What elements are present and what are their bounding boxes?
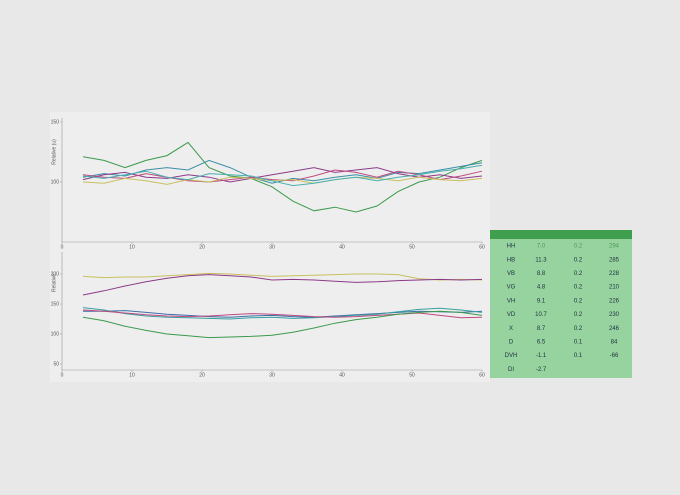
y-tick-label: 50 (53, 361, 59, 367)
x-tick-label: 0 (61, 244, 64, 250)
table-cell: 10.7 (535, 312, 547, 318)
x-tick-label: 30 (269, 372, 275, 378)
table-cell: -2.7 (536, 367, 547, 373)
y-tick-label: 100 (51, 179, 60, 185)
table-cell: 228 (609, 271, 620, 277)
x-tick-label: 50 (409, 372, 415, 378)
table-cell: 0.2 (574, 298, 583, 304)
table-cell: X (509, 326, 513, 332)
table-cell: DVH (505, 353, 518, 359)
series-line (82, 274, 483, 296)
x-tick-label: 60 (479, 244, 485, 250)
series-line (82, 167, 483, 183)
table-cell: 230 (609, 312, 620, 318)
table-cell: 6.5 (537, 339, 546, 345)
series-line (82, 307, 483, 320)
table-cell: 0.2 (574, 326, 583, 332)
table-cell: D (509, 339, 514, 345)
table-cell: DI (508, 367, 514, 373)
table-cell: 8.7 (537, 326, 546, 332)
table-cell: HB (507, 257, 515, 263)
y-axis-label: Relative (51, 274, 57, 292)
table-cell: VD (507, 312, 516, 318)
table-cell: 4.8 (537, 285, 546, 291)
table-cell: 11.3 (535, 257, 547, 263)
table-cell: 7.0 (537, 244, 546, 250)
series-line (82, 176, 483, 185)
x-tick-label: 30 (269, 244, 275, 250)
x-tick-label: 20 (199, 372, 205, 378)
chart-panel (50, 112, 490, 382)
table-cell: 0.2 (574, 271, 583, 277)
table-cell: 246 (609, 326, 620, 332)
table-cell: 0.1 (574, 353, 583, 359)
table-cell: 210 (609, 285, 620, 291)
table-cell: 0.1 (574, 339, 583, 345)
table-body (490, 230, 632, 378)
table-cell: 8.8 (537, 271, 546, 277)
table-cell: VH (507, 298, 515, 304)
series-line (82, 310, 483, 339)
table-cell: 0.2 (574, 244, 583, 250)
table-cell: 84 (611, 339, 618, 345)
table-cell: -66 (610, 353, 619, 359)
x-tick-label: 20 (199, 244, 205, 250)
series-line (82, 164, 483, 187)
series-line (82, 159, 483, 184)
series-line (82, 272, 483, 281)
table-cell: -1.1 (536, 353, 547, 359)
table-cell: 285 (609, 257, 620, 263)
y-axis-label: Relative (u) (51, 139, 57, 165)
table-cell: HH (507, 244, 516, 250)
table-cell: 0.2 (574, 285, 583, 291)
x-tick-label: 40 (339, 372, 345, 378)
table-cell: VB (507, 271, 515, 277)
x-tick-label: 10 (129, 244, 135, 250)
x-tick-label: 60 (479, 372, 485, 378)
table: HH 7.0 0.2 294 HB 11.3 0.2 285 VB 8.8 0.2 228 VG 4.8 0… (490, 230, 632, 378)
x-tick-label: 40 (339, 244, 345, 250)
x-tick-label: 50 (409, 244, 415, 250)
x-tick-label: 0 (61, 372, 64, 378)
table-cell: 226 (609, 298, 620, 304)
series-line (83, 310, 483, 318)
table-cell: 294 (609, 244, 620, 250)
y-tick-label: 100 (51, 331, 60, 337)
table-cell: 9.1 (537, 298, 546, 304)
table-cell: VG (507, 285, 516, 291)
y-tick-label: 200 (51, 271, 60, 277)
y-tick-label: 150 (51, 301, 60, 307)
series-line (82, 141, 483, 213)
y-tick-label: 150 (51, 119, 60, 125)
table-cell: 0.2 (574, 312, 583, 318)
table-cell: 0.2 (574, 257, 583, 263)
table-header (490, 230, 632, 239)
x-tick-label: 10 (129, 372, 135, 378)
